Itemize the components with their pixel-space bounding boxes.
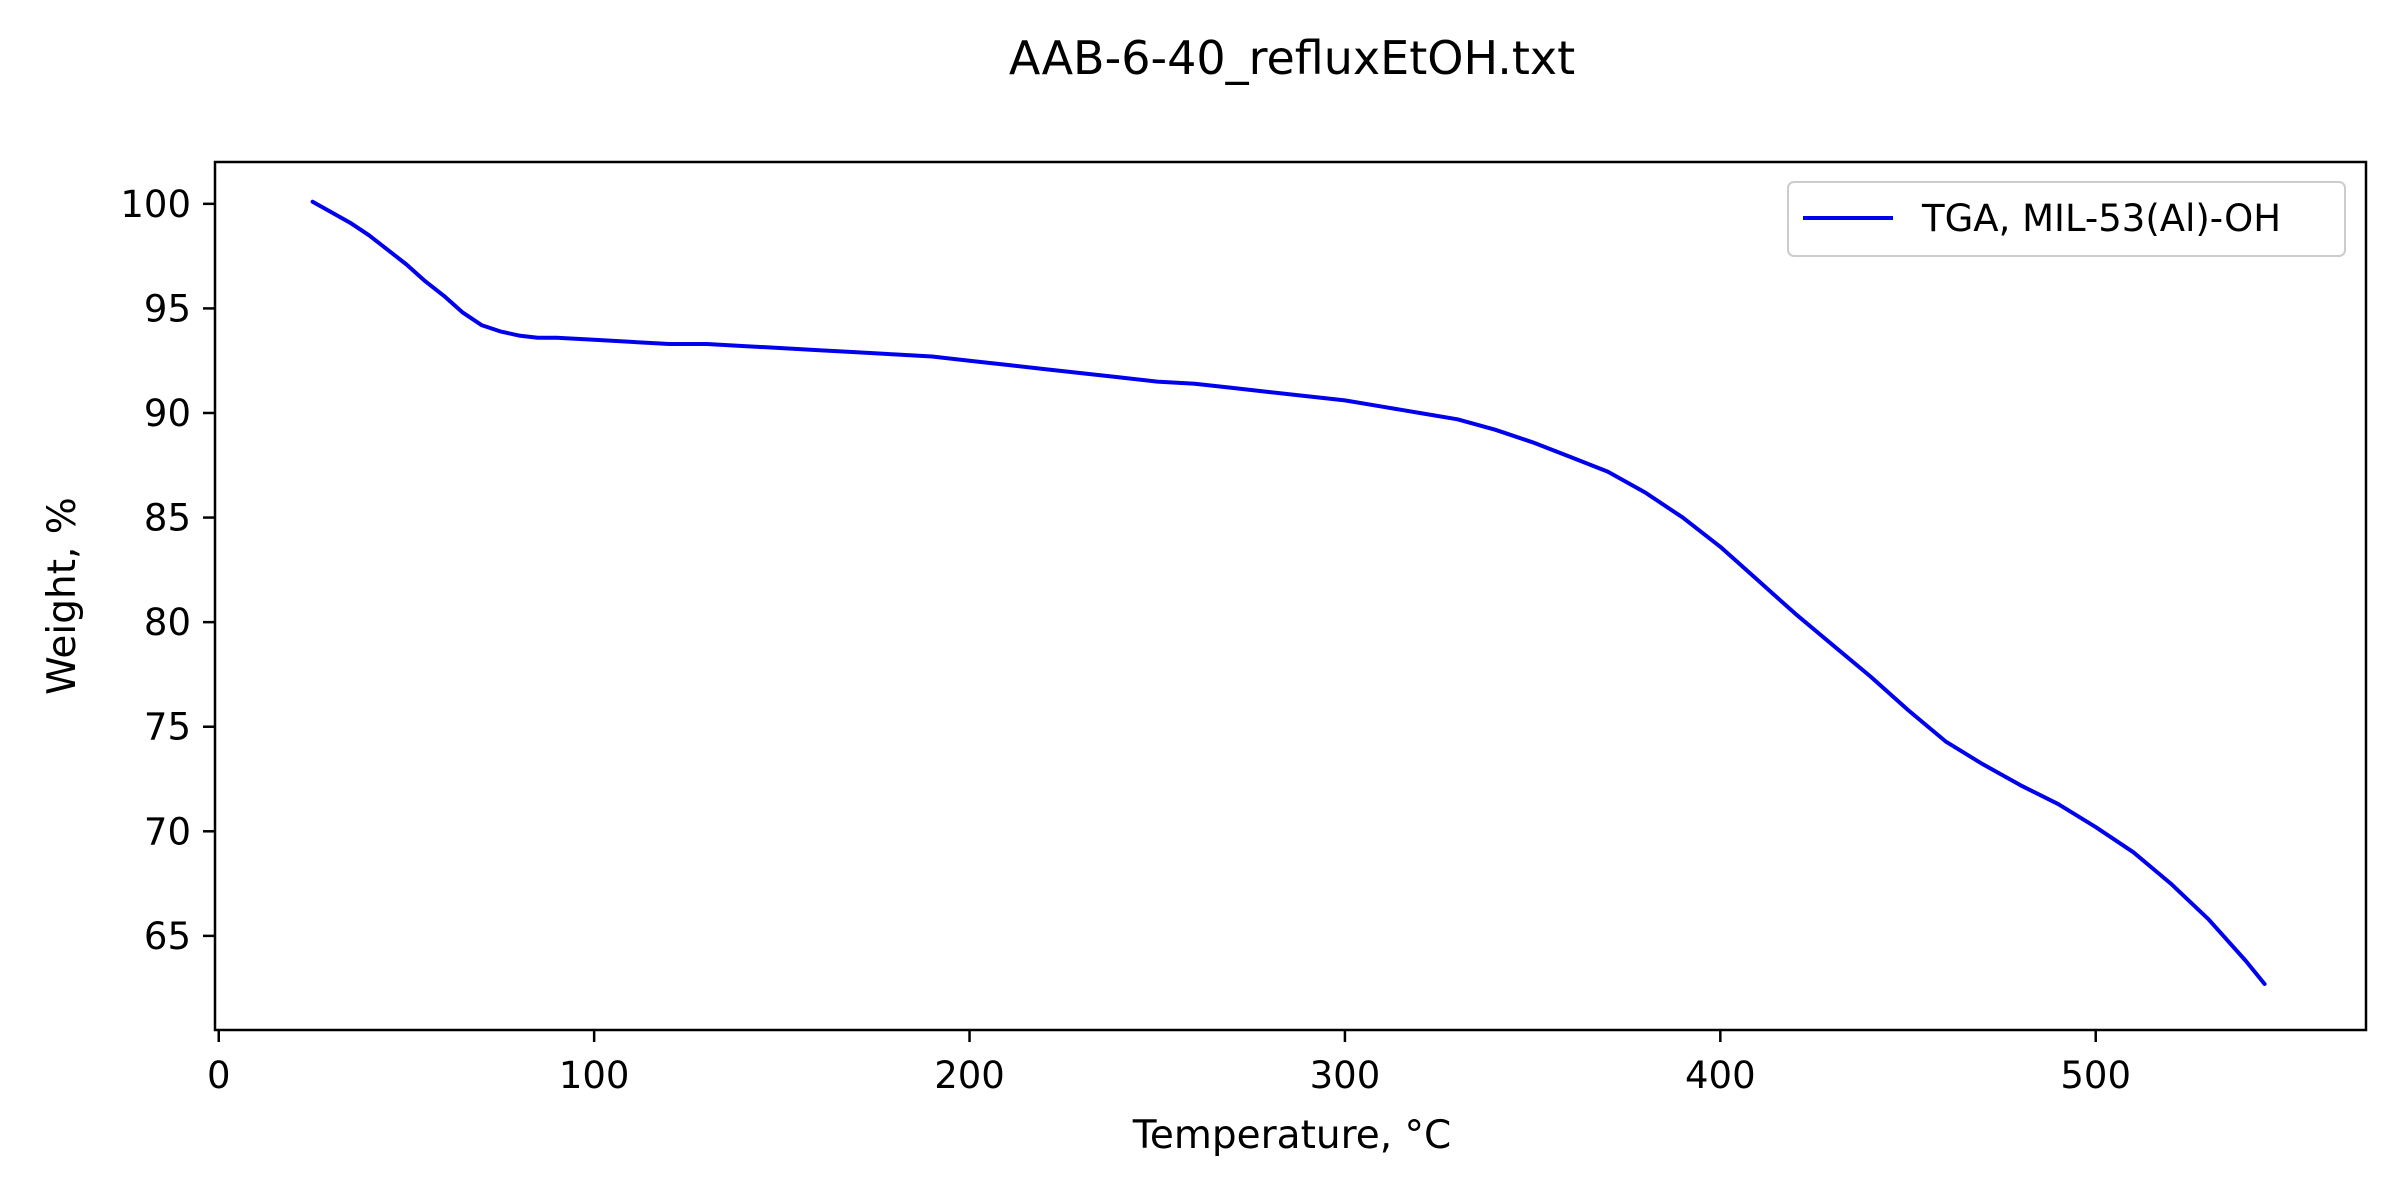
y-tick-label: 90 [144,392,191,435]
y-axis-label: Weight, % [40,497,85,695]
x-tick-label: 200 [934,1054,1005,1097]
y-axis-ticks: 65 70 75 80 85 90 95 100 [120,183,215,958]
chart-title: AAB-6-40_refluxEtOH.txt [1009,31,1575,85]
y-tick-label: 70 [144,810,191,853]
y-tick-label: 75 [144,706,191,749]
x-tick-label: 0 [207,1054,231,1097]
x-tick-label: 500 [2060,1054,2131,1097]
x-tick-label: 100 [559,1054,630,1097]
legend-box [1787,181,2346,257]
series-line-0 [310,199,2267,986]
y-tick-label: 95 [144,287,191,330]
x-tick-label: 300 [1310,1054,1381,1097]
plot-area: 0 100 200 300 400 500 65 70 75 80 85 90 95 100 [120,160,2368,1097]
series-layer [310,199,2267,986]
x-axis-label: Temperature, °C [1132,1113,1452,1158]
y-tick-label: 65 [144,915,191,958]
legend: TGA, MIL-53(Al)-OH [1787,181,2346,257]
y-tick-label: 85 [144,497,191,540]
legend-label: TGA, MIL-53(Al)-OH [1921,197,2281,240]
x-axis-ticks: 0 100 200 300 400 500 [207,1030,2131,1097]
y-tick-label: 80 [144,601,191,644]
x-tick-label: 400 [1685,1054,1756,1097]
plot-frame [213,160,2368,1032]
y-tick-label: 100 [120,183,191,226]
